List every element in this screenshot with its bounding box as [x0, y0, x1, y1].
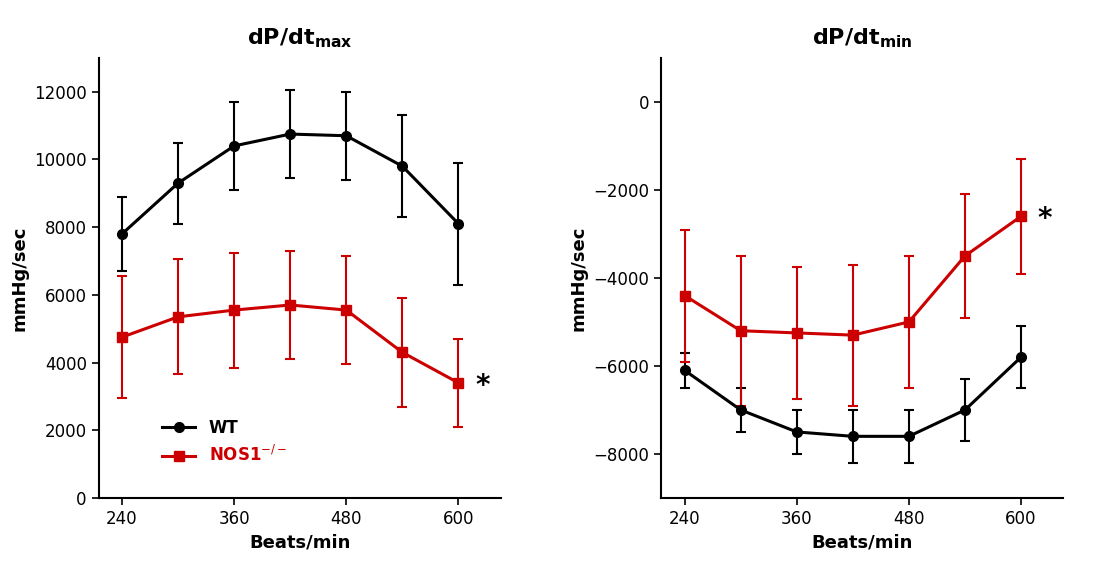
- Title: $\mathbf{dP/dt}_{\mathbf{max}}$: $\mathbf{dP/dt}_{\mathbf{max}}$: [247, 26, 353, 50]
- Title: $\mathbf{dP/dt}_{\mathbf{min}}$: $\mathbf{dP/dt}_{\mathbf{min}}$: [812, 26, 912, 50]
- Y-axis label: mmHg/sec: mmHg/sec: [11, 225, 28, 331]
- Y-axis label: mmHg/sec: mmHg/sec: [570, 225, 587, 331]
- Text: *: *: [1038, 204, 1052, 233]
- X-axis label: Beats/min: Beats/min: [249, 533, 351, 551]
- X-axis label: Beats/min: Beats/min: [811, 533, 913, 551]
- Text: *: *: [476, 372, 490, 400]
- Legend: WT, NOS1$^{-/-}$: WT, NOS1$^{-/-}$: [156, 412, 294, 472]
